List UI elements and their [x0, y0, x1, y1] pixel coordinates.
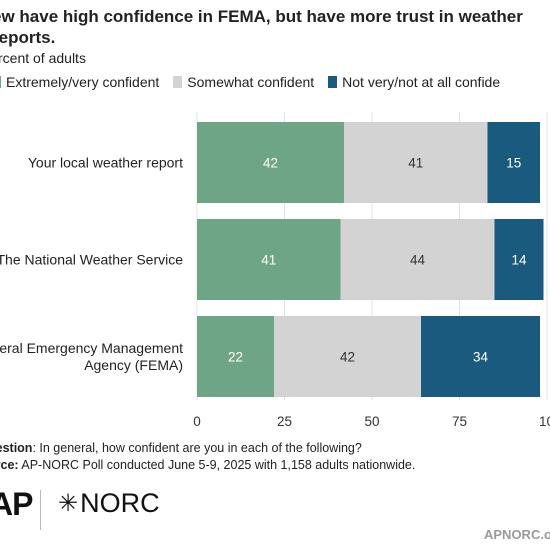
x-tick-label: 25 — [277, 414, 292, 429]
source-label: urce: — [0, 458, 19, 472]
bar-segment — [344, 122, 488, 203]
bar-segment — [197, 219, 341, 300]
chart-notes: uestion: In general, how confident are y… — [0, 440, 415, 474]
data-label: 14 — [511, 253, 527, 268]
legend-label: Extremely/very confident — [6, 74, 160, 90]
x-tick-label: 0 — [193, 414, 201, 429]
norc-star-icon: ✳ — [58, 490, 79, 517]
legend-item: Not very/not at all confide — [328, 74, 500, 90]
x-tick-label: 50 — [364, 414, 379, 429]
category-label: The National Weather Service — [0, 252, 183, 268]
bar-segment — [487, 122, 540, 203]
legend-item: Somewhat confident — [173, 74, 314, 90]
logo-divider — [40, 490, 41, 530]
bar-segment — [421, 316, 540, 397]
legend-label: Not very/not at all confide — [342, 74, 501, 90]
legend: Extremely/very confident Somewhat confide… — [0, 74, 514, 90]
bar-segment — [197, 122, 344, 203]
data-label: 42 — [340, 350, 355, 365]
data-label: 42 — [263, 156, 278, 171]
question-label: uestion — [0, 441, 33, 455]
norc-logo: ✳ NORC — [58, 488, 160, 519]
legend-item: Extremely/very confident — [0, 74, 159, 90]
site-url: APNORC.o — [484, 527, 550, 542]
data-label: 15 — [506, 156, 521, 171]
category-label: Your local weather report — [28, 155, 183, 171]
source-note: urce: AP-NORC Poll conducted June 5-9, 2… — [0, 457, 415, 474]
x-tick-label: 10 — [539, 414, 550, 429]
data-label: 41 — [261, 253, 276, 268]
bar-segment — [340, 219, 495, 300]
chart-title: ew have high confidence in FEMA, but hav… — [0, 7, 523, 47]
question-text: : In general, how confident are you in e… — [32, 441, 362, 455]
chart: 42 41 15 Your local weather report 41 44 14 The… — [0, 112, 550, 429]
data-label: 41 — [408, 156, 423, 171]
question-note: uestion: In general, how confident are y… — [0, 440, 415, 457]
bar-segment — [197, 316, 274, 397]
data-label: 44 — [410, 253, 426, 268]
ap-logo: AP — [0, 486, 33, 522]
legend-label: Somewhat confident — [187, 74, 315, 90]
bar-segment — [494, 219, 544, 300]
legend-swatch — [173, 76, 183, 88]
legend-swatch — [0, 76, 1, 88]
source-text: AP-NORC Poll conducted June 5-9, 2025 wi… — [18, 458, 416, 472]
x-tick-label: 75 — [452, 414, 467, 429]
norc-wordmark: NORC — [80, 488, 160, 518]
category-label: eral Emergency Management Agency (FEMA) — [0, 340, 183, 373]
bar-segment — [274, 316, 421, 397]
legend-swatch — [328, 76, 338, 88]
data-label: 22 — [228, 350, 243, 365]
data-label: 34 — [473, 350, 489, 365]
chart-subtitle: rcent of adults — [0, 50, 86, 66]
